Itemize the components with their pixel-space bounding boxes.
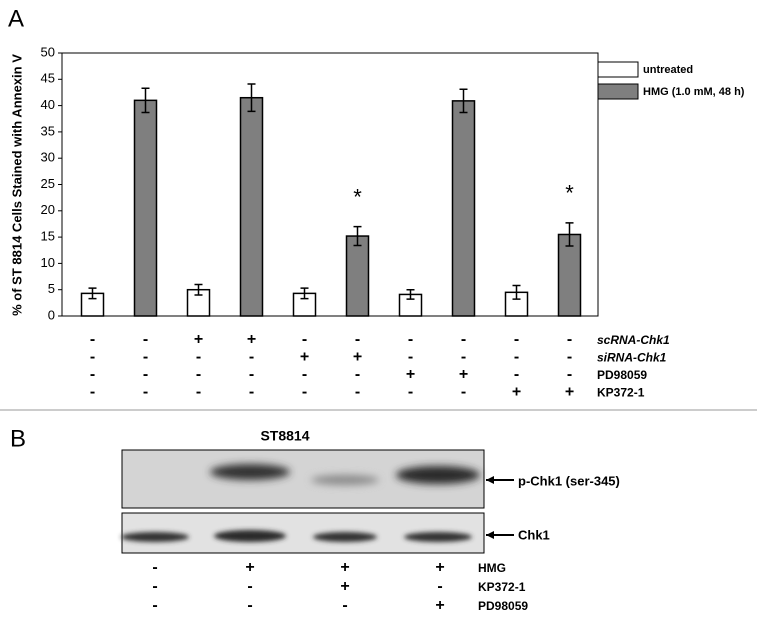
treatment-sign: - (90, 366, 95, 383)
treatment-sign: - (514, 366, 519, 383)
treatment-sign: - (408, 349, 413, 366)
y-tick-label: 20 (41, 202, 55, 217)
treatment-sign: - (514, 349, 519, 366)
treatment-sign: - (152, 559, 157, 576)
treatment-name: scRNA-Chk1 (597, 333, 670, 347)
treatment-sign: - (567, 349, 572, 366)
treatment-sign: - (567, 331, 572, 348)
annotation: * (565, 181, 574, 206)
error-bar (300, 287, 309, 300)
panel-label: A (8, 5, 24, 32)
treatment-sign: - (143, 366, 148, 383)
treatment-sign: - (249, 384, 254, 401)
panel-label: B (10, 425, 26, 452)
bar (239, 96, 264, 317)
treatment-sign: - (196, 349, 201, 366)
treatment-sign: + (565, 384, 574, 401)
treatment-sign: - (249, 349, 254, 366)
bar (345, 235, 370, 317)
treatment-sign: - (355, 331, 360, 348)
bar (451, 100, 476, 317)
treatment-name: KP372-1 (597, 386, 645, 400)
treatment-sign: - (437, 578, 442, 595)
treatment-sign: - (461, 331, 466, 348)
error-bar (353, 225, 362, 247)
legend-label: HMG (1.0 mM, 48 h) (643, 86, 745, 98)
treatment-sign: + (300, 349, 309, 366)
error-bar (247, 83, 256, 113)
treatment-sign: - (408, 384, 413, 401)
treatment-sign: - (90, 349, 95, 366)
y-tick-label: 40 (41, 97, 55, 112)
treatment-sign: - (247, 597, 252, 614)
error-bar (194, 283, 203, 296)
y-tick-label: 15 (41, 229, 55, 244)
treatment-sign: - (247, 578, 252, 595)
treatment-sign: + (435, 559, 444, 576)
treatment-sign: - (152, 597, 157, 614)
error-bar (459, 88, 468, 114)
y-tick-label: 10 (41, 255, 55, 270)
treatment-sign: - (302, 331, 307, 348)
y-tick-label: 45 (41, 71, 55, 86)
treatment-sign: - (355, 366, 360, 383)
treatment-sign: - (355, 384, 360, 401)
treatment-sign: - (408, 331, 413, 348)
treatment-sign: - (342, 597, 347, 614)
y-axis-label: % of ST 8814 Cells Stained with Annexin … (9, 54, 24, 316)
treatment-sign: - (152, 578, 157, 595)
treatment-sign: - (249, 366, 254, 383)
treatment-sign: - (143, 384, 148, 401)
band-label: p-Chk1 (ser-345) (518, 473, 620, 488)
treatment-name: PD98059 (597, 368, 647, 382)
treatment-sign: - (143, 349, 148, 366)
error-bar (565, 222, 574, 247)
y-tick-label: 0 (48, 307, 55, 322)
error-bar (512, 284, 521, 300)
band-label: Chk1 (518, 527, 550, 542)
treatment-name: KP372-1 (478, 580, 526, 594)
treatment-sign: - (302, 366, 307, 383)
treatment-sign: + (353, 349, 362, 366)
treatment-sign: - (196, 366, 201, 383)
error-bar (406, 288, 415, 300)
treatment-sign: - (302, 384, 307, 401)
legend-swatch (597, 83, 639, 100)
y-tick-label: 25 (41, 176, 55, 191)
treatment-sign: + (459, 366, 468, 383)
treatment-sign: + (512, 384, 521, 401)
error-bar (141, 87, 150, 114)
annotation: * (353, 184, 362, 209)
legend-swatch (597, 61, 639, 78)
legend-label: untreated (643, 64, 693, 76)
treatment-sign: - (143, 331, 148, 348)
treatment-sign: + (340, 578, 349, 595)
treatment-sign: - (196, 384, 201, 401)
treatment-name: PD98059 (478, 599, 528, 613)
treatment-sign: + (194, 331, 203, 348)
bar (133, 99, 158, 317)
y-tick-label: 50 (41, 44, 55, 59)
blot-image (121, 449, 514, 554)
blot-title: ST8814 (260, 428, 309, 444)
error-bar (88, 287, 97, 300)
treatment-sign: - (567, 366, 572, 383)
treatment-sign: + (247, 331, 256, 348)
treatment-sign: + (340, 559, 349, 576)
treatment-sign: - (90, 384, 95, 401)
treatment-sign: + (435, 597, 444, 614)
y-tick-label: 5 (48, 281, 55, 296)
treatment-sign: + (406, 366, 415, 383)
treatment-name: HMG (478, 561, 506, 575)
treatment-sign: - (461, 349, 466, 366)
treatment-sign: + (245, 559, 254, 576)
treatment-sign: - (514, 331, 519, 348)
y-tick-label: 30 (41, 150, 55, 165)
treatment-name: siRNA-Chk1 (597, 351, 667, 365)
treatment-sign: - (90, 331, 95, 348)
y-tick-label: 35 (41, 123, 55, 138)
treatment-sign: - (461, 384, 466, 401)
